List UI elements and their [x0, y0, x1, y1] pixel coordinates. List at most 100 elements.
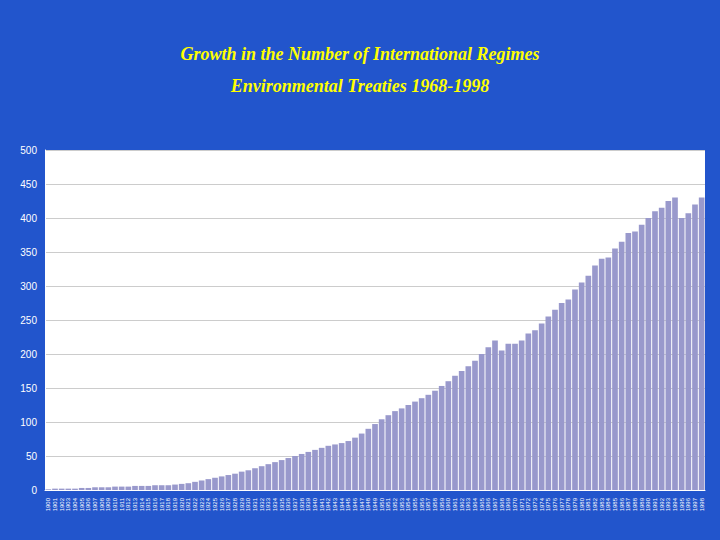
- svg-text:1993: 1993: [665, 497, 671, 511]
- svg-text:1962: 1962: [459, 497, 465, 511]
- svg-text:1919: 1919: [172, 497, 178, 511]
- svg-text:1939: 1939: [305, 497, 311, 511]
- svg-text:1984: 1984: [605, 497, 611, 511]
- svg-text:1983: 1983: [599, 497, 605, 511]
- svg-text:1948: 1948: [365, 497, 371, 511]
- svg-text:1997: 1997: [692, 497, 698, 511]
- svg-text:1913: 1913: [132, 497, 138, 511]
- svg-text:1926: 1926: [219, 497, 225, 511]
- svg-text:1927: 1927: [225, 497, 231, 511]
- svg-text:Growth in the Number of Intern: Growth in the Number of International Re…: [180, 44, 539, 64]
- svg-text:1944: 1944: [339, 497, 345, 511]
- svg-text:1947: 1947: [359, 497, 365, 511]
- svg-text:1941: 1941: [319, 497, 325, 511]
- svg-text:1925: 1925: [212, 497, 218, 511]
- svg-text:1973: 1973: [532, 497, 538, 511]
- svg-text:1921: 1921: [185, 497, 191, 511]
- svg-text:1906: 1906: [85, 497, 91, 511]
- svg-text:400: 400: [20, 213, 37, 224]
- svg-text:1933: 1933: [265, 497, 271, 511]
- svg-text:350: 350: [20, 247, 37, 258]
- svg-text:1960: 1960: [445, 497, 451, 511]
- svg-text:1905: 1905: [79, 497, 85, 511]
- svg-text:1916: 1916: [152, 497, 158, 511]
- svg-text:1975: 1975: [545, 497, 551, 511]
- svg-text:0: 0: [31, 485, 37, 496]
- svg-text:100: 100: [20, 417, 37, 428]
- svg-text:1942: 1942: [325, 497, 331, 511]
- svg-text:1937: 1937: [292, 497, 298, 511]
- svg-text:300: 300: [20, 281, 37, 292]
- svg-text:1955: 1955: [412, 497, 418, 511]
- svg-text:1954: 1954: [405, 497, 411, 511]
- svg-text:1996: 1996: [685, 497, 691, 511]
- svg-text:1904: 1904: [72, 497, 78, 511]
- svg-text:1946: 1946: [352, 497, 358, 511]
- svg-text:1908: 1908: [99, 497, 105, 511]
- svg-text:1964: 1964: [472, 497, 478, 511]
- svg-text:450: 450: [20, 179, 37, 190]
- svg-text:1936: 1936: [285, 497, 291, 511]
- svg-text:1988: 1988: [632, 497, 638, 511]
- svg-text:500: 500: [20, 145, 37, 156]
- svg-text:1991: 1991: [652, 497, 658, 511]
- svg-text:1910: 1910: [112, 497, 118, 511]
- svg-text:1982: 1982: [592, 497, 598, 511]
- svg-text:1956: 1956: [419, 497, 425, 511]
- svg-text:1998: 1998: [699, 497, 705, 511]
- svg-text:1914: 1914: [139, 497, 145, 511]
- svg-text:1967: 1967: [492, 497, 498, 511]
- svg-text:1980: 1980: [579, 497, 585, 511]
- svg-text:1992: 1992: [659, 497, 665, 511]
- svg-text:1911: 1911: [119, 497, 125, 511]
- svg-text:1963: 1963: [465, 497, 471, 511]
- svg-text:150: 150: [20, 383, 37, 394]
- svg-text:1966: 1966: [485, 497, 491, 511]
- svg-text:200: 200: [20, 349, 37, 360]
- svg-text:1928: 1928: [232, 497, 238, 511]
- svg-text:1920: 1920: [179, 497, 185, 511]
- svg-text:1915: 1915: [145, 497, 151, 511]
- svg-text:1965: 1965: [479, 497, 485, 511]
- svg-text:1950: 1950: [379, 497, 385, 511]
- svg-text:1900: 1900: [45, 497, 51, 511]
- svg-text:1918: 1918: [165, 497, 171, 511]
- svg-text:1971: 1971: [519, 497, 525, 511]
- svg-text:50: 50: [26, 451, 38, 462]
- svg-text:1912: 1912: [125, 497, 131, 511]
- svg-text:1953: 1953: [399, 497, 405, 511]
- svg-text:1940: 1940: [312, 497, 318, 511]
- svg-text:1974: 1974: [539, 497, 545, 511]
- svg-text:1934: 1934: [272, 497, 278, 511]
- svg-text:1979: 1979: [572, 497, 578, 511]
- svg-text:1994: 1994: [672, 497, 678, 511]
- svg-text:1985: 1985: [612, 497, 618, 511]
- svg-text:1943: 1943: [332, 497, 338, 511]
- svg-text:Environmental Treaties 1968-19: Environmental Treaties 1968-1998: [230, 76, 489, 96]
- svg-text:1959: 1959: [439, 497, 445, 511]
- svg-text:1901: 1901: [52, 497, 58, 511]
- svg-text:1972: 1972: [525, 497, 531, 511]
- svg-text:1969: 1969: [505, 497, 511, 511]
- svg-text:1931: 1931: [252, 497, 258, 511]
- svg-text:1949: 1949: [372, 497, 378, 511]
- svg-text:1924: 1924: [205, 497, 211, 511]
- svg-text:1952: 1952: [392, 497, 398, 511]
- svg-text:1907: 1907: [92, 497, 98, 511]
- svg-text:1986: 1986: [619, 497, 625, 511]
- svg-text:1929: 1929: [239, 497, 245, 511]
- svg-text:1995: 1995: [679, 497, 685, 511]
- svg-text:1978: 1978: [565, 497, 571, 511]
- svg-text:1917: 1917: [159, 497, 165, 511]
- svg-text:1922: 1922: [192, 497, 198, 511]
- svg-text:1961: 1961: [452, 497, 458, 511]
- svg-text:1938: 1938: [299, 497, 305, 511]
- svg-text:250: 250: [20, 315, 37, 326]
- svg-text:1932: 1932: [259, 497, 265, 511]
- svg-text:1968: 1968: [499, 497, 505, 511]
- svg-text:1990: 1990: [645, 497, 651, 511]
- svg-text:1957: 1957: [425, 497, 431, 511]
- svg-text:1945: 1945: [345, 497, 351, 511]
- svg-text:1989: 1989: [639, 497, 645, 511]
- svg-text:1935: 1935: [279, 497, 285, 511]
